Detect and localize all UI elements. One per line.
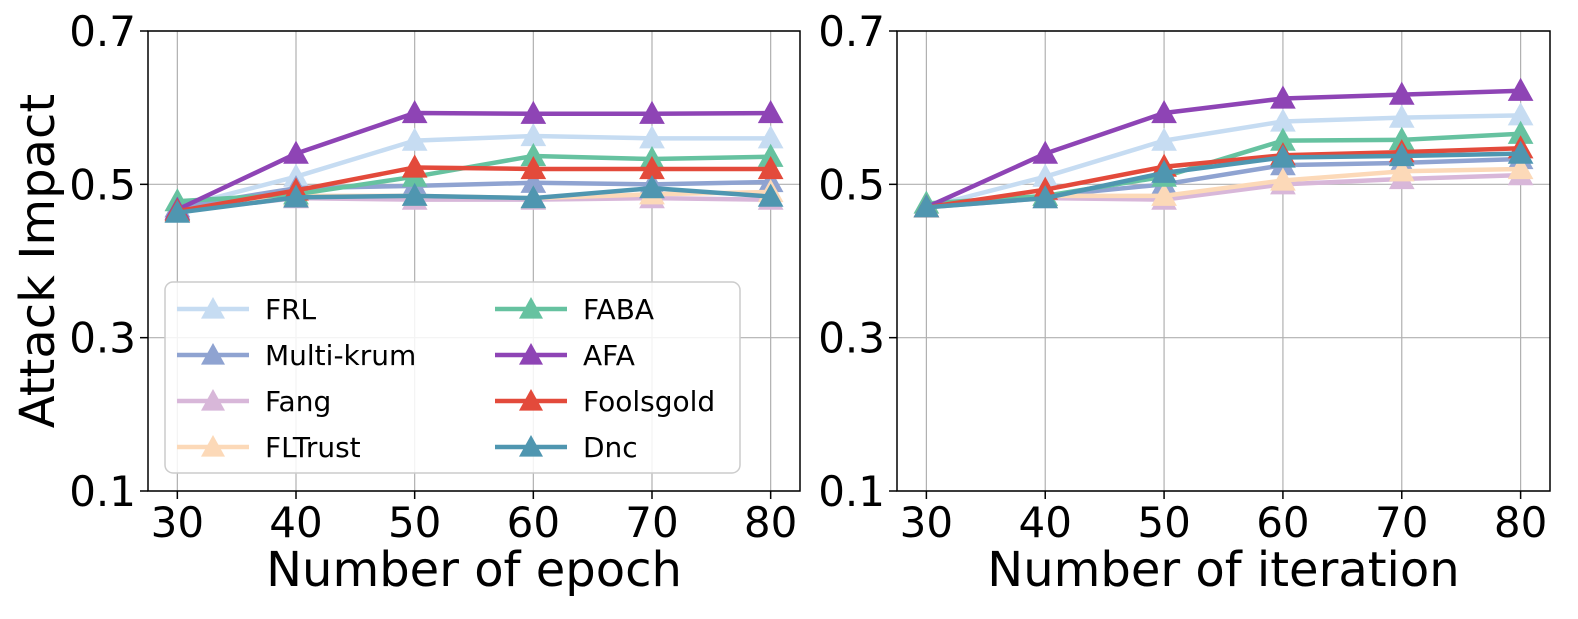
legend-marker [519,297,543,319]
legend-label: AFA [583,339,635,372]
legend-item: Multi-krum [177,339,416,372]
x-tick-label: 80 [1494,498,1547,547]
y-tick-label: 0.7 [69,7,136,56]
data-point-marker [401,100,428,124]
y-tick-label: 0.1 [818,467,885,516]
x-axis-label: Number of iteration [987,542,1459,598]
legend-item: FABA [495,293,654,326]
data-point-marker [757,155,784,180]
series-frl [913,102,1534,218]
data-point-marker [1388,158,1415,182]
data-point-marker [401,127,428,151]
series-line [176,133,771,210]
series-line [926,146,1521,210]
legend-marker [201,297,225,319]
series-line [925,88,1521,210]
y-tick-label: 0.5 [69,160,136,209]
x-axis-label: Number of epoch [266,542,682,598]
data-point-marker [1270,167,1296,191]
data-point-marker [283,184,309,208]
chart-1: 30 40 50 60 70 80 0.1 0.3 0.5 0.7 Number of epoch A… [10,7,801,598]
legend-item: Dnc [495,431,638,464]
x-tick-label: 70 [625,498,678,547]
series-line [176,110,771,212]
x-tick-label: 60 [507,498,560,547]
plot-frame [147,30,801,492]
x-tick-label: 50 [388,498,441,547]
data-point-marker [520,155,547,180]
legend-label: Dnc [583,431,638,464]
data-point-marker [1151,127,1177,151]
legend-label: Foolsgold [583,385,715,418]
data-point-marker [520,185,547,209]
legend-item: FLTrust [177,431,361,464]
legend-item: Fang [177,385,331,418]
legend-label: Fang [265,385,331,418]
chart-2: 30 40 50 60 70 80 0.1 0.3 0.5 0.7 Number of iterat… [818,7,1551,598]
series-line [926,151,1521,210]
data-point-marker [1507,77,1534,101]
y-tick-label: 0.1 [69,467,136,516]
series-foolsgold [164,154,784,222]
data-point-marker [283,140,309,164]
legend: FRL Multi-krum Fang FLTrust FABA AFA Foolsgold… [164,281,741,474]
data-point-marker [1151,182,1177,206]
data-point-marker [1032,185,1059,209]
x-tick-label: 60 [1256,498,1309,547]
y-tick-label: 0.5 [818,160,885,209]
series-line [926,131,1521,206]
y-axis-label: Attack Impact [10,94,66,429]
y-tick-label: 0.3 [818,314,885,363]
data-point-marker [639,100,665,124]
data-point-marker [1388,142,1415,167]
x-tick-label: 30 [151,498,204,547]
data-point-marker [401,182,428,206]
series-dnc [913,140,1534,218]
plot-frame [896,30,1551,492]
series-line [176,165,771,214]
data-point-marker [1032,140,1059,164]
x-tick-label: 40 [269,498,322,547]
y-tick-label: 0.7 [818,7,885,56]
legend-marker [201,435,225,457]
data-point-marker [164,199,191,223]
series-line [177,185,771,215]
data-point-marker [1151,100,1177,124]
data-point-marker [757,100,784,124]
data-point-marker [1507,155,1534,180]
legend-marker [201,343,225,365]
data-point-marker [1270,144,1296,168]
legend-marker [201,389,225,411]
x-tick-label: 70 [1375,498,1428,547]
legend-label: FRL [265,293,317,326]
y-tick-label: 0.3 [69,314,136,363]
data-point-marker [1507,140,1534,164]
data-point-marker [520,100,547,124]
data-point-marker [639,175,665,199]
data-point-marker [757,183,784,207]
series-dnc [164,175,784,223]
legend-marker [519,389,543,411]
data-point-marker [1270,85,1296,109]
legend-label: Multi-krum [265,339,416,372]
x-tick-label: 80 [744,498,797,547]
legend-item: Foolsgold [495,385,715,418]
x-tick-label: 50 [1137,498,1190,547]
data-point-marker [913,194,940,218]
legend-label: FLTrust [265,431,361,464]
legend-marker [519,435,543,457]
x-tick-label: 30 [900,498,953,547]
legend-label: FABA [583,293,654,326]
data-point-marker [1151,159,1177,183]
x-tick-label: 40 [1019,498,1072,547]
series-line [176,179,771,210]
data-point-marker [401,154,428,178]
legend-item: FRL [177,293,317,326]
legend-box [164,281,741,474]
data-point-marker [1388,81,1415,105]
series-line [925,113,1521,210]
legend-marker [519,343,543,365]
legend-item: AFA [495,339,635,372]
